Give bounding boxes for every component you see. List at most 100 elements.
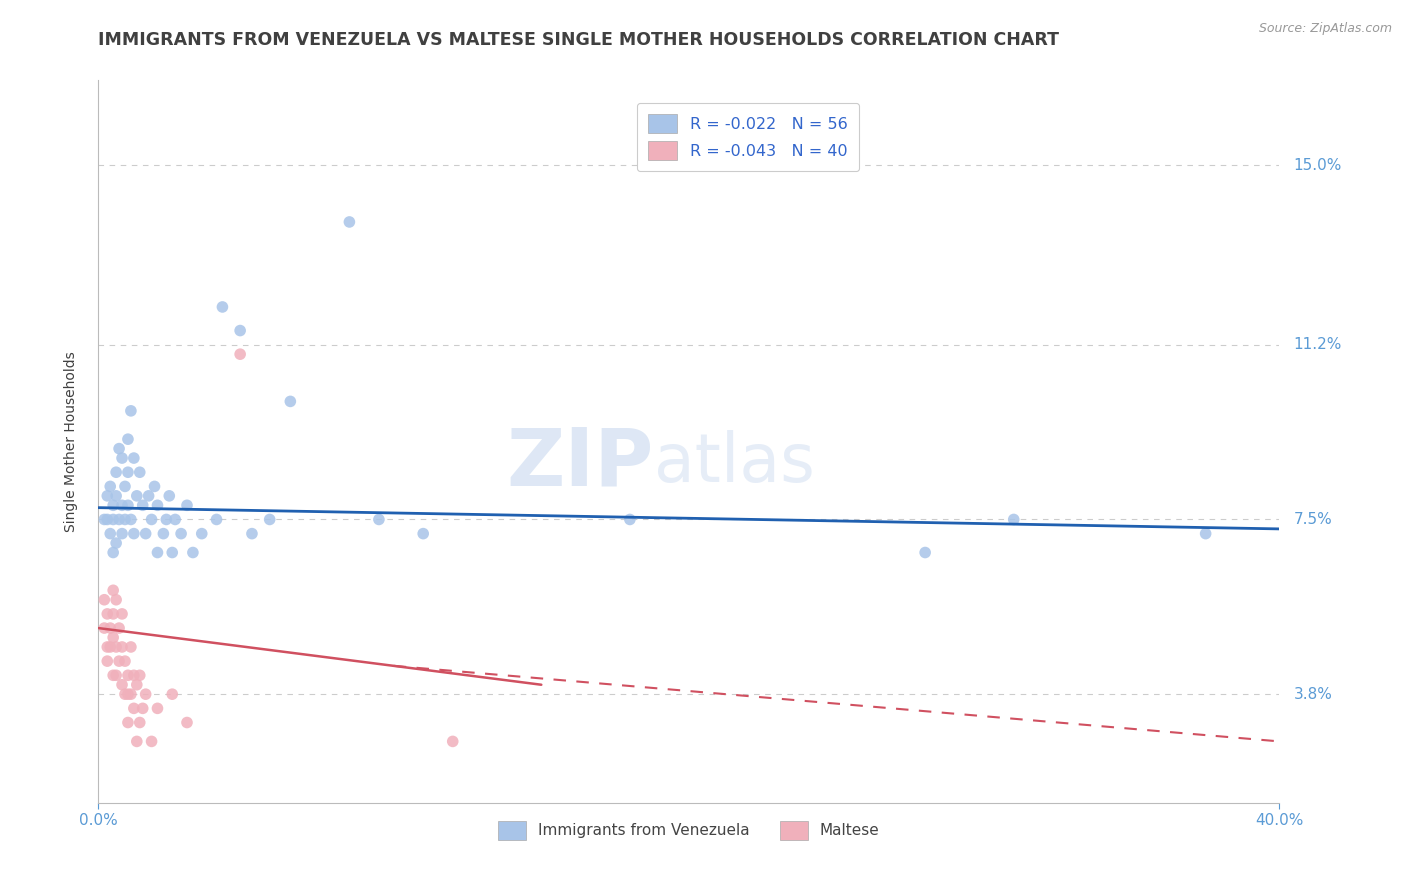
Legend: Immigrants from Venezuela, Maltese: Immigrants from Venezuela, Maltese — [492, 815, 886, 846]
Point — [412, 526, 434, 541]
Point — [135, 526, 157, 541]
Point — [122, 701, 145, 715]
Point — [128, 668, 150, 682]
Point — [93, 592, 115, 607]
Point — [619, 512, 641, 526]
Point — [111, 526, 134, 541]
Point — [146, 498, 169, 512]
Point — [98, 640, 121, 654]
Point — [117, 465, 139, 479]
Point — [117, 687, 139, 701]
Point — [229, 347, 252, 361]
Point — [339, 215, 361, 229]
Point — [114, 654, 136, 668]
Point — [117, 432, 139, 446]
Point — [117, 668, 139, 682]
Point — [122, 451, 145, 466]
Text: 3.8%: 3.8% — [1294, 687, 1333, 702]
Point — [103, 512, 125, 526]
Y-axis label: Single Mother Households: Single Mother Households — [63, 351, 77, 532]
Text: IMMIGRANTS FROM VENEZUELA VS MALTESE SINGLE MOTHER HOUSEHOLDS CORRELATION CHART: IMMIGRANTS FROM VENEZUELA VS MALTESE SIN… — [98, 31, 1059, 49]
Point — [96, 640, 118, 654]
Text: atlas: atlas — [654, 430, 814, 496]
Point — [98, 526, 121, 541]
Point — [114, 512, 136, 526]
Point — [122, 526, 145, 541]
Point — [176, 498, 198, 512]
Point — [120, 404, 142, 418]
Point — [96, 654, 118, 668]
Text: 15.0%: 15.0% — [1294, 158, 1341, 173]
Point — [1002, 512, 1025, 526]
Point — [114, 687, 136, 701]
Point — [96, 489, 118, 503]
Point — [162, 687, 183, 701]
Text: ZIP: ZIP — [506, 425, 654, 502]
Point — [914, 545, 936, 559]
Point — [108, 442, 131, 456]
Point — [125, 489, 148, 503]
Text: 7.5%: 7.5% — [1294, 512, 1331, 527]
Point — [105, 489, 128, 503]
Point — [138, 489, 160, 503]
Point — [135, 687, 157, 701]
Point — [114, 479, 136, 493]
Point — [111, 607, 134, 621]
Point — [157, 489, 180, 503]
Point — [125, 734, 148, 748]
Point — [120, 640, 142, 654]
Point — [368, 512, 391, 526]
Point — [1195, 526, 1218, 541]
Point — [93, 621, 115, 635]
Point — [125, 678, 148, 692]
Point — [96, 607, 118, 621]
Point — [103, 631, 125, 645]
Point — [132, 701, 155, 715]
Point — [259, 512, 281, 526]
Point — [117, 715, 139, 730]
Point — [176, 715, 198, 730]
Point — [441, 734, 464, 748]
Point — [120, 512, 142, 526]
Point — [93, 512, 115, 526]
Point — [103, 583, 125, 598]
Point — [162, 545, 183, 559]
Point — [181, 545, 204, 559]
Point — [117, 498, 139, 512]
Point — [280, 394, 302, 409]
Point — [146, 545, 169, 559]
Point — [105, 592, 128, 607]
Text: Source: ZipAtlas.com: Source: ZipAtlas.com — [1258, 22, 1392, 36]
Point — [152, 526, 174, 541]
Point — [105, 640, 128, 654]
Point — [122, 668, 145, 682]
Point — [211, 300, 233, 314]
Point — [103, 545, 125, 559]
Point — [155, 512, 177, 526]
Point — [103, 498, 125, 512]
Point — [229, 324, 252, 338]
Point — [240, 526, 263, 541]
Point — [108, 512, 131, 526]
Point — [111, 451, 134, 466]
Point — [105, 465, 128, 479]
Point — [98, 621, 121, 635]
Point — [205, 512, 228, 526]
Point — [141, 734, 163, 748]
Point — [132, 498, 155, 512]
Point — [103, 607, 125, 621]
Point — [128, 715, 150, 730]
Point — [120, 687, 142, 701]
Point — [146, 701, 169, 715]
Point — [105, 668, 128, 682]
Point — [98, 479, 121, 493]
Point — [165, 512, 187, 526]
Point — [111, 640, 134, 654]
Point — [105, 536, 128, 550]
Point — [128, 465, 150, 479]
Point — [143, 479, 166, 493]
Point — [170, 526, 193, 541]
Point — [191, 526, 214, 541]
Point — [108, 621, 131, 635]
Point — [96, 512, 118, 526]
